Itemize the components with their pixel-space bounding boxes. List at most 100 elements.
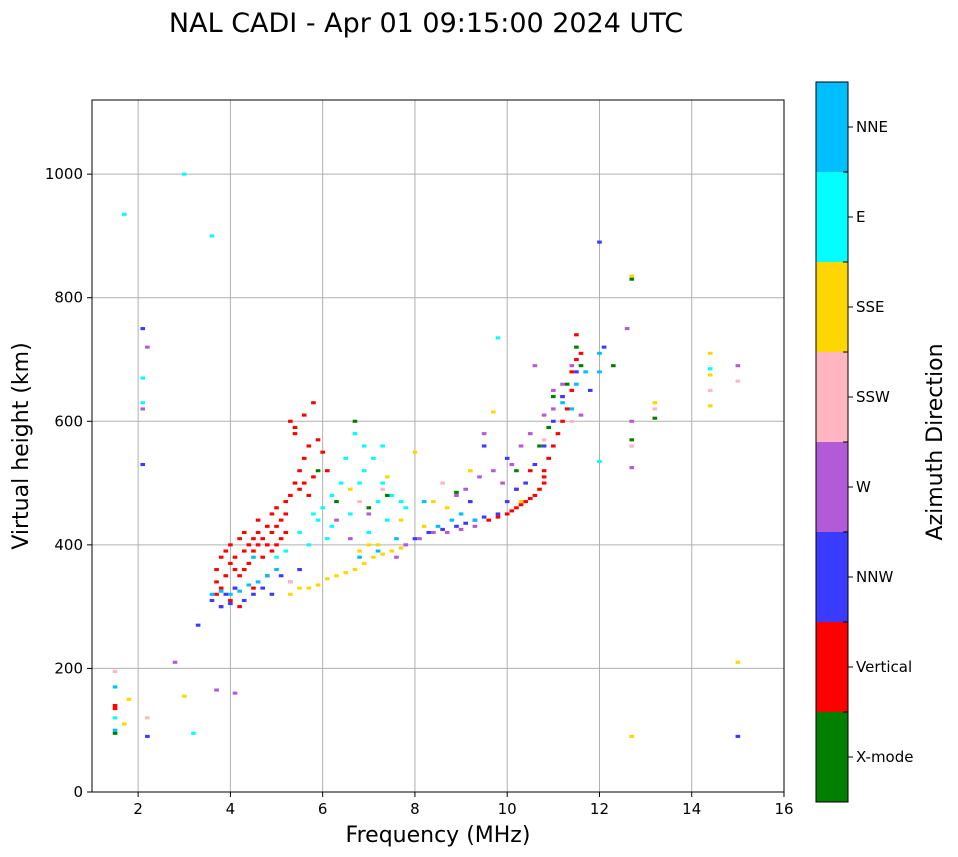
echo-point bbox=[394, 537, 399, 541]
echo-point bbox=[311, 512, 316, 516]
echo-point bbox=[440, 481, 445, 485]
echo-point bbox=[578, 413, 584, 417]
plot-area bbox=[92, 100, 784, 792]
echo-point bbox=[334, 500, 339, 504]
echo-point bbox=[329, 493, 335, 497]
echo-point bbox=[126, 697, 132, 701]
echo-point bbox=[297, 469, 302, 473]
echo-point bbox=[251, 537, 256, 541]
echo-point bbox=[246, 561, 252, 565]
colorbar-label: SSE bbox=[856, 298, 885, 316]
echo-point bbox=[551, 388, 556, 392]
echo-point bbox=[629, 277, 635, 281]
echo-point bbox=[495, 512, 501, 516]
echo-point bbox=[218, 586, 224, 590]
echo-point bbox=[597, 370, 602, 374]
echo-point bbox=[624, 327, 630, 331]
echo-point bbox=[527, 432, 533, 436]
echo-point bbox=[283, 500, 289, 504]
echo-point bbox=[574, 333, 579, 337]
colorbar-label: W bbox=[856, 478, 871, 496]
colorbar-segment bbox=[816, 82, 848, 172]
echo-point bbox=[301, 481, 307, 485]
echo-point bbox=[283, 530, 289, 535]
y-tick-label: 200 bbox=[54, 659, 83, 677]
echo-point bbox=[301, 456, 307, 460]
echo-point bbox=[421, 500, 427, 504]
echo-point bbox=[251, 592, 256, 596]
echo-point bbox=[500, 481, 505, 485]
colorbar-title: Azimuth Direction bbox=[923, 343, 948, 540]
echo-point bbox=[288, 592, 293, 596]
echo-point bbox=[527, 469, 533, 473]
echo-point bbox=[232, 691, 238, 695]
echo-point bbox=[112, 716, 118, 720]
echo-point bbox=[251, 586, 256, 590]
echo-point bbox=[569, 388, 575, 392]
echo-point bbox=[398, 518, 404, 522]
echo-point bbox=[555, 432, 561, 436]
echo-point bbox=[495, 515, 501, 519]
echo-point bbox=[348, 537, 353, 541]
echo-point bbox=[454, 490, 459, 494]
echo-point bbox=[241, 549, 247, 553]
echo-point bbox=[735, 734, 741, 738]
echo-point bbox=[361, 561, 367, 565]
echo-point bbox=[707, 373, 713, 377]
echo-point bbox=[269, 512, 275, 516]
series-sse bbox=[121, 274, 741, 738]
series-w bbox=[140, 327, 741, 695]
echo-point bbox=[560, 419, 565, 423]
echo-point bbox=[214, 580, 219, 584]
echo-point bbox=[574, 345, 579, 349]
echo-point bbox=[578, 364, 584, 368]
echo-point bbox=[334, 574, 339, 578]
echo-point bbox=[352, 419, 358, 423]
echo-point bbox=[232, 555, 238, 559]
colorbar-segment bbox=[816, 442, 848, 532]
echo-point bbox=[265, 543, 270, 547]
echo-point bbox=[112, 728, 118, 732]
echo-point bbox=[707, 388, 713, 392]
echo-point bbox=[380, 552, 385, 556]
echo-point bbox=[283, 512, 289, 516]
echo-point bbox=[361, 469, 367, 473]
echo-point bbox=[218, 605, 224, 609]
echo-point bbox=[324, 469, 330, 473]
colorbar-segment bbox=[816, 532, 848, 622]
echo-point bbox=[278, 574, 284, 578]
echo-point bbox=[260, 586, 265, 590]
colorbar-label: NNW bbox=[856, 568, 893, 586]
echo-point bbox=[140, 407, 146, 411]
echo-point bbox=[324, 537, 330, 541]
echo-point bbox=[214, 568, 219, 572]
echo-point bbox=[403, 543, 409, 547]
echo-point bbox=[218, 589, 224, 593]
echo-point bbox=[394, 555, 399, 559]
echo-point bbox=[532, 493, 538, 497]
echo-point bbox=[145, 345, 150, 349]
echo-point bbox=[274, 524, 279, 528]
echo-point bbox=[246, 583, 252, 587]
echo-point bbox=[315, 518, 321, 522]
echo-point bbox=[232, 586, 238, 590]
echo-point bbox=[380, 444, 385, 448]
x-tick-label: 16 bbox=[774, 800, 793, 818]
colorbar-segment bbox=[816, 622, 848, 712]
echo-point bbox=[629, 438, 635, 442]
echo-point bbox=[463, 487, 468, 491]
echo-point bbox=[735, 660, 741, 664]
echo-point bbox=[112, 731, 118, 735]
colorbar-frame bbox=[815, 81, 849, 803]
echo-point bbox=[514, 469, 519, 473]
echo-point bbox=[297, 568, 302, 572]
echo-point bbox=[121, 722, 127, 726]
echo-point bbox=[504, 456, 510, 460]
echo-point bbox=[458, 527, 464, 531]
colorbar-label: Vertical bbox=[856, 658, 912, 676]
echo-point bbox=[421, 524, 427, 528]
echo-point bbox=[269, 530, 275, 535]
echo-point bbox=[191, 731, 196, 735]
echo-point bbox=[597, 240, 602, 244]
echo-point bbox=[551, 407, 556, 411]
